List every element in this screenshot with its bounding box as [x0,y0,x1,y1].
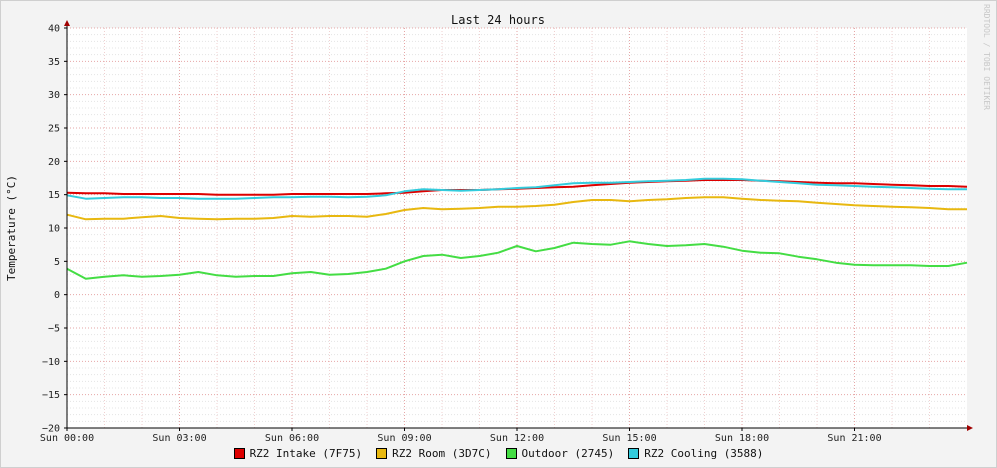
y-tick-label: −15 [42,390,60,401]
y-tick-label: −20 [42,424,60,435]
legend-item: RZ2 Intake (7F75) [233,446,363,460]
x-tick-label: Sun 00:00 [40,433,94,444]
legend-swatch [628,447,640,459]
y-tick-label: 20 [48,157,60,168]
y-tick-label: 0 [54,290,60,301]
x-tick-label: Sun 03:00 [152,433,206,444]
x-axis-arrow [967,425,973,431]
legend-item: Outdoor (2745) [505,446,615,460]
legend-swatch [233,447,245,459]
y-tick-label: 40 [48,24,60,35]
legend-label: Outdoor (2745) [521,446,615,460]
legend-swatch [376,447,388,459]
x-tick-label: Sun 15:00 [602,433,656,444]
legend: RZ2 Intake (7F75) RZ2 Room (3D7C) Outdoor … [0,445,997,461]
y-tick-label: −10 [42,357,60,368]
series-line-3 [66,177,967,200]
x-tick-label: Sun 06:00 [265,433,319,444]
axes-layer [64,20,973,431]
legend-label: RZ2 Intake (7F75) [249,446,363,460]
legend-swatch [505,447,517,459]
y-tick-label: 30 [48,90,60,101]
y-axis-arrow [64,20,70,26]
y-tick-labels: 40 35 30 25 20 15 10 5 0 −5 −10 −15 −20 [42,24,60,435]
y-tick-label: 15 [48,190,60,201]
legend-item: RZ2 Cooling (3588) [628,447,763,460]
x-tick-label: Sun 18:00 [715,433,769,444]
series-line-1 [66,196,967,221]
x-tick-label: Sun 21:00 [827,433,881,444]
rrdtool-watermark: RRDTOOL / TOBI OETIKER [982,4,991,110]
legend-item: RZ2 Room (3D7C) [376,446,492,460]
series-line-2 [66,240,968,280]
y-tick-label: 25 [48,124,60,135]
x-tick-labels: Sun 00:00 Sun 03:00 Sun 06:00 Sun 09:00 Sun … [40,433,882,444]
x-tick-label: Sun 09:00 [377,433,431,444]
y-tick-label: 35 [48,57,60,68]
y-tick-label: −5 [48,324,60,335]
chart-title: Last 24 hours [451,13,545,27]
legend-label: RZ2 Room (3D7C) [392,446,492,460]
x-tick-label: Sun 12:00 [490,433,544,444]
series-layer [66,177,968,280]
y-tick-label: 10 [48,224,60,235]
y-axis-label: Temperature (°C) [5,175,18,281]
y-tick-label: 5 [54,257,60,268]
legend-label: RZ2 Cooling (3588) [644,446,764,460]
